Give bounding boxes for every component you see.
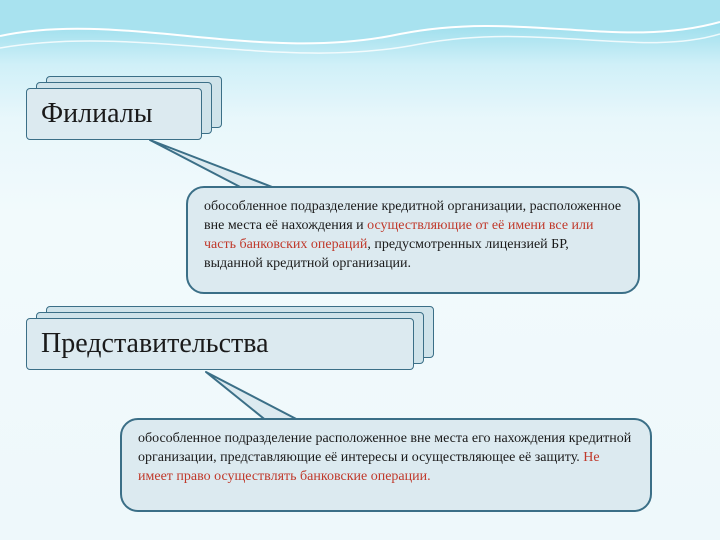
callout-representations-bubble: обособленное подразделение расположенное… [120,418,652,512]
title-representations-label: Представительства [41,328,269,360]
callout-representations-text: обособленное подразделение расположенное… [138,431,631,484]
